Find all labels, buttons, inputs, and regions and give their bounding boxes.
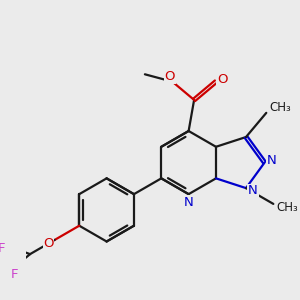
Text: CH₃: CH₃: [269, 101, 291, 114]
Text: F: F: [0, 242, 5, 255]
Text: N: N: [248, 184, 258, 197]
Text: O: O: [43, 237, 54, 250]
Text: O: O: [217, 74, 227, 86]
Text: CH₃: CH₃: [276, 201, 298, 214]
Text: O: O: [164, 70, 175, 83]
Text: N: N: [184, 196, 194, 208]
Text: N: N: [267, 154, 276, 167]
Text: F: F: [11, 268, 19, 281]
